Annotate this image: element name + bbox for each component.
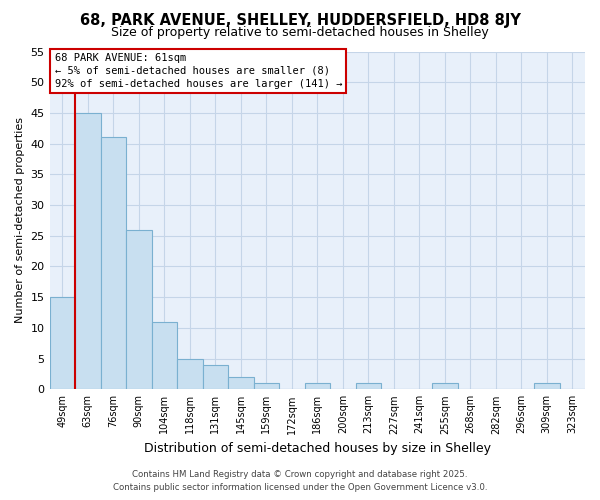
Bar	[432, 383, 458, 390]
Bar	[203, 364, 228, 390]
Bar	[75, 113, 101, 390]
Bar	[177, 358, 203, 390]
Text: 68 PARK AVENUE: 61sqm
← 5% of semi-detached houses are smaller (8)
92% of semi-d: 68 PARK AVENUE: 61sqm ← 5% of semi-detac…	[55, 52, 342, 89]
Bar	[50, 297, 75, 390]
Bar	[101, 138, 126, 390]
Bar	[534, 383, 560, 390]
Y-axis label: Number of semi-detached properties: Number of semi-detached properties	[15, 118, 25, 324]
X-axis label: Distribution of semi-detached houses by size in Shelley: Distribution of semi-detached houses by …	[144, 442, 491, 455]
Bar	[126, 230, 152, 390]
Text: 68, PARK AVENUE, SHELLEY, HUDDERSFIELD, HD8 8JY: 68, PARK AVENUE, SHELLEY, HUDDERSFIELD, …	[80, 12, 520, 28]
Text: Size of property relative to semi-detached houses in Shelley: Size of property relative to semi-detach…	[111, 26, 489, 39]
Bar	[228, 377, 254, 390]
Bar	[254, 383, 279, 390]
Bar	[356, 383, 381, 390]
Bar	[152, 322, 177, 390]
Bar	[305, 383, 330, 390]
Text: Contains HM Land Registry data © Crown copyright and database right 2025.
Contai: Contains HM Land Registry data © Crown c…	[113, 470, 487, 492]
